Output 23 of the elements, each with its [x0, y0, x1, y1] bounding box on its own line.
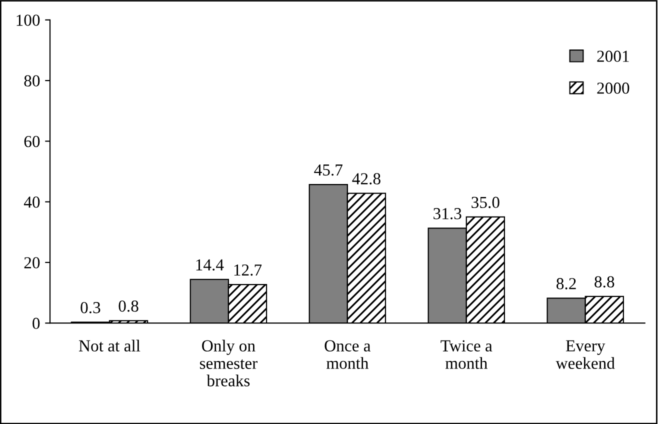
- data-label: 31.3: [434, 208, 462, 220]
- y-tick-label: 100: [16, 14, 40, 26]
- data-label: 8.2: [556, 278, 576, 290]
- legend-label: 2001: [597, 50, 629, 62]
- data-label: 42.8: [352, 173, 380, 184]
- x-tick-label: Only on semester breaks: [200, 340, 258, 386]
- x-tick-label: Twice a month: [440, 340, 492, 369]
- data-label: 45.7: [314, 164, 342, 176]
- data-label: 8.8: [594, 276, 614, 288]
- data-label: 35.0: [472, 196, 500, 208]
- x-tick-label: Every weekend: [556, 340, 615, 369]
- data-label: 0.8: [118, 300, 138, 312]
- y-tick-label: 40: [24, 196, 40, 208]
- data-label: 14.4: [196, 259, 224, 271]
- data-label: 12.7: [234, 264, 262, 276]
- y-tick-label: 80: [24, 75, 40, 87]
- data-label: 0.3: [80, 302, 100, 314]
- y-tick-label: 0: [32, 318, 40, 330]
- y-tick-label: 20: [24, 257, 40, 268]
- x-tick-label: Once a month: [324, 340, 371, 369]
- x-tick-label: Not at all: [78, 340, 140, 352]
- y-tick-label: 60: [24, 136, 40, 148]
- legend-label: 2000: [597, 82, 630, 94]
